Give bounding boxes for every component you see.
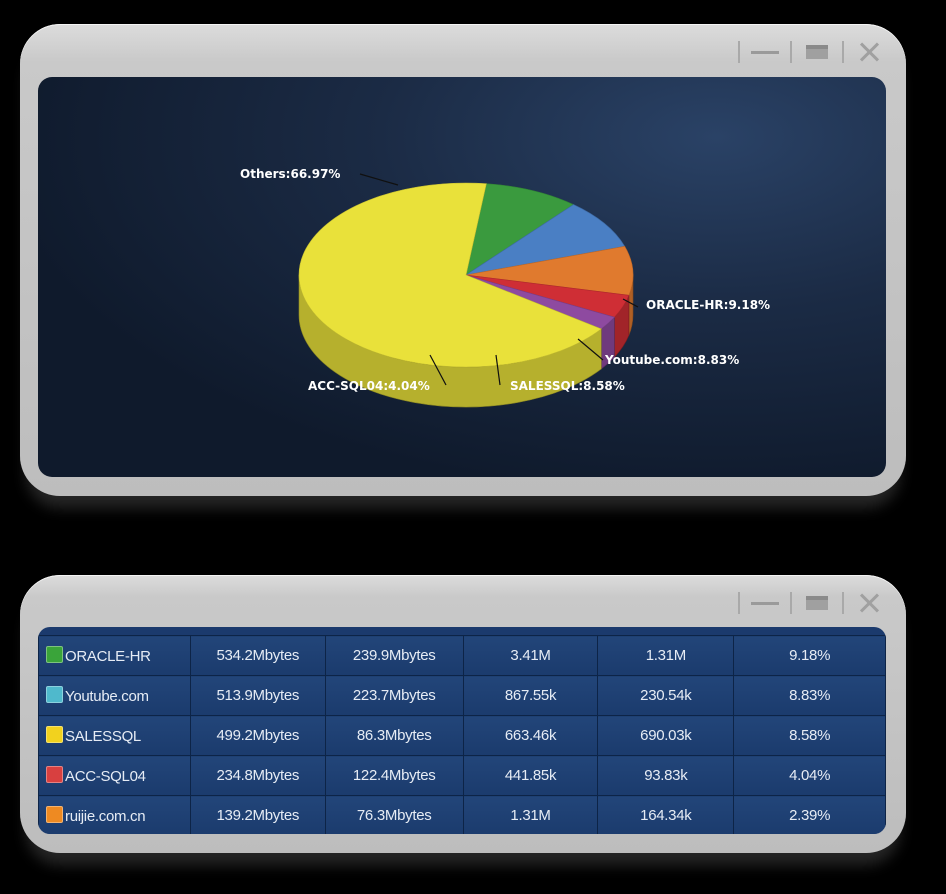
table-cell: 3.41M [462, 635, 599, 676]
slice-label: Others:66.97% [240, 167, 340, 181]
legend-swatch [46, 806, 63, 823]
close-icon [857, 40, 881, 64]
table-cell: 1.31M [462, 795, 599, 834]
table-row[interactable]: Youtube.com 513.9Mbytes 223.7Mbytes 867.… [38, 675, 886, 716]
minimize-icon [751, 50, 779, 54]
table-cell: 8.83% [733, 675, 886, 716]
app-name: SALESSQL [65, 728, 141, 745]
pie-side-walls [298, 274, 634, 408]
legend-swatch [46, 686, 63, 703]
table-cell: 239.9Mbytes [324, 635, 464, 676]
legend-swatch [46, 726, 63, 743]
maximize-button[interactable] [802, 589, 832, 617]
app-name: Youtube.com [65, 688, 149, 705]
table-cell: 534.2Mbytes [189, 635, 326, 676]
table-cell: 4.04% [733, 755, 886, 796]
window-controls [738, 38, 884, 66]
pie-chart: ORACLE-HR:9.18% Youtube.com:8.83% SALESSQL… [240, 167, 770, 408]
pie-slice[interactable] [465, 183, 575, 276]
traffic-table: ORACLE-HR 534.2Mbytes 239.9Mbytes 3.41M … [38, 635, 886, 834]
slice-label: ACC-SQL04:4.04% [308, 379, 430, 393]
leader-line [429, 354, 447, 386]
minimize-button[interactable] [750, 589, 780, 617]
close-button[interactable] [854, 38, 884, 66]
legend-swatch [46, 766, 63, 783]
pie-labels: ORACLE-HR:9.18% Youtube.com:8.83% SALESSQL… [240, 167, 770, 393]
control-separator [790, 592, 792, 614]
app-name-cell: Youtube.com [38, 675, 191, 716]
table-cell: 8.58% [733, 715, 886, 756]
table-cell: 690.03k [597, 715, 735, 756]
traffic-table-panel: ORACLE-HR 534.2Mbytes 239.9Mbytes 3.41M … [38, 627, 886, 834]
maximize-icon [806, 45, 828, 59]
control-separator [738, 41, 740, 63]
chart-window: ORACLE-HR:9.18% Youtube.com:8.83% SALESSQL… [20, 24, 906, 496]
table-cell: 76.3Mbytes [324, 795, 464, 834]
leader-line [622, 298, 639, 308]
table-cell: 230.54k [597, 675, 735, 716]
table-cell: 513.9Mbytes [189, 675, 326, 716]
table-row[interactable]: SALESSQL 499.2Mbytes 86.3Mbytes 663.46k … [38, 715, 886, 756]
legend-swatch [46, 646, 63, 663]
table-window: ORACLE-HR 534.2Mbytes 239.9Mbytes 3.41M … [20, 575, 906, 853]
table-row[interactable]: ruijie.com.cn 139.2Mbytes 76.3Mbytes 1.3… [38, 795, 886, 834]
pie-top [298, 182, 634, 368]
table-cell: 139.2Mbytes [189, 795, 326, 834]
table-cell: 223.7Mbytes [324, 675, 464, 716]
app-name: ACC-SQL04 [65, 768, 146, 785]
app-name: ORACLE-HR [65, 648, 151, 665]
app-name-cell: SALESSQL [38, 715, 191, 756]
app-name-cell: ORACLE-HR [38, 635, 191, 676]
table-row[interactable]: ACC-SQL04 234.8Mbytes 122.4Mbytes 441.85… [38, 755, 886, 796]
table-cell: 9.18% [733, 635, 886, 676]
table-cell: 164.34k [597, 795, 735, 834]
table-cell: 93.83k [597, 755, 735, 796]
app-name-cell: ACC-SQL04 [38, 755, 191, 796]
pie-slice[interactable] [298, 182, 602, 368]
slice-label: Youtube.com:8.83% [604, 353, 739, 367]
table-cell: 499.2Mbytes [189, 715, 326, 756]
close-button[interactable] [854, 589, 884, 617]
leader-line [495, 354, 501, 386]
maximize-button[interactable] [802, 38, 832, 66]
minimize-icon [751, 601, 779, 605]
table-row[interactable]: ORACLE-HR 534.2Mbytes 239.9Mbytes 3.41M … [38, 635, 886, 676]
table-cell: 867.55k [462, 675, 599, 716]
maximize-icon [806, 596, 828, 610]
close-icon [857, 591, 881, 615]
table-cell: 441.85k [462, 755, 599, 796]
table-cell: 86.3Mbytes [324, 715, 464, 756]
pie-chart-panel: ORACLE-HR:9.18% Youtube.com:8.83% SALESSQL… [38, 77, 886, 477]
control-separator [842, 592, 844, 614]
table-cell: 122.4Mbytes [324, 755, 464, 796]
app-name-cell: ruijie.com.cn [38, 795, 191, 834]
pie-slice[interactable] [465, 204, 626, 276]
app-name: ruijie.com.cn [65, 808, 146, 825]
leader-line [359, 173, 399, 186]
pie-slice[interactable] [465, 245, 634, 296]
table-cell: 1.31M [597, 635, 735, 676]
minimize-button[interactable] [750, 38, 780, 66]
leader-line [577, 338, 604, 361]
control-separator [842, 41, 844, 63]
control-separator [790, 41, 792, 63]
slice-label: ORACLE-HR:9.18% [646, 298, 770, 312]
slice-label: SALESSQL:8.58% [510, 379, 625, 393]
control-separator [738, 592, 740, 614]
window-controls [738, 589, 884, 617]
table-cell: 663.46k [462, 715, 599, 756]
table-cell: 234.8Mbytes [189, 755, 326, 796]
table-cell: 2.39% [733, 795, 886, 834]
